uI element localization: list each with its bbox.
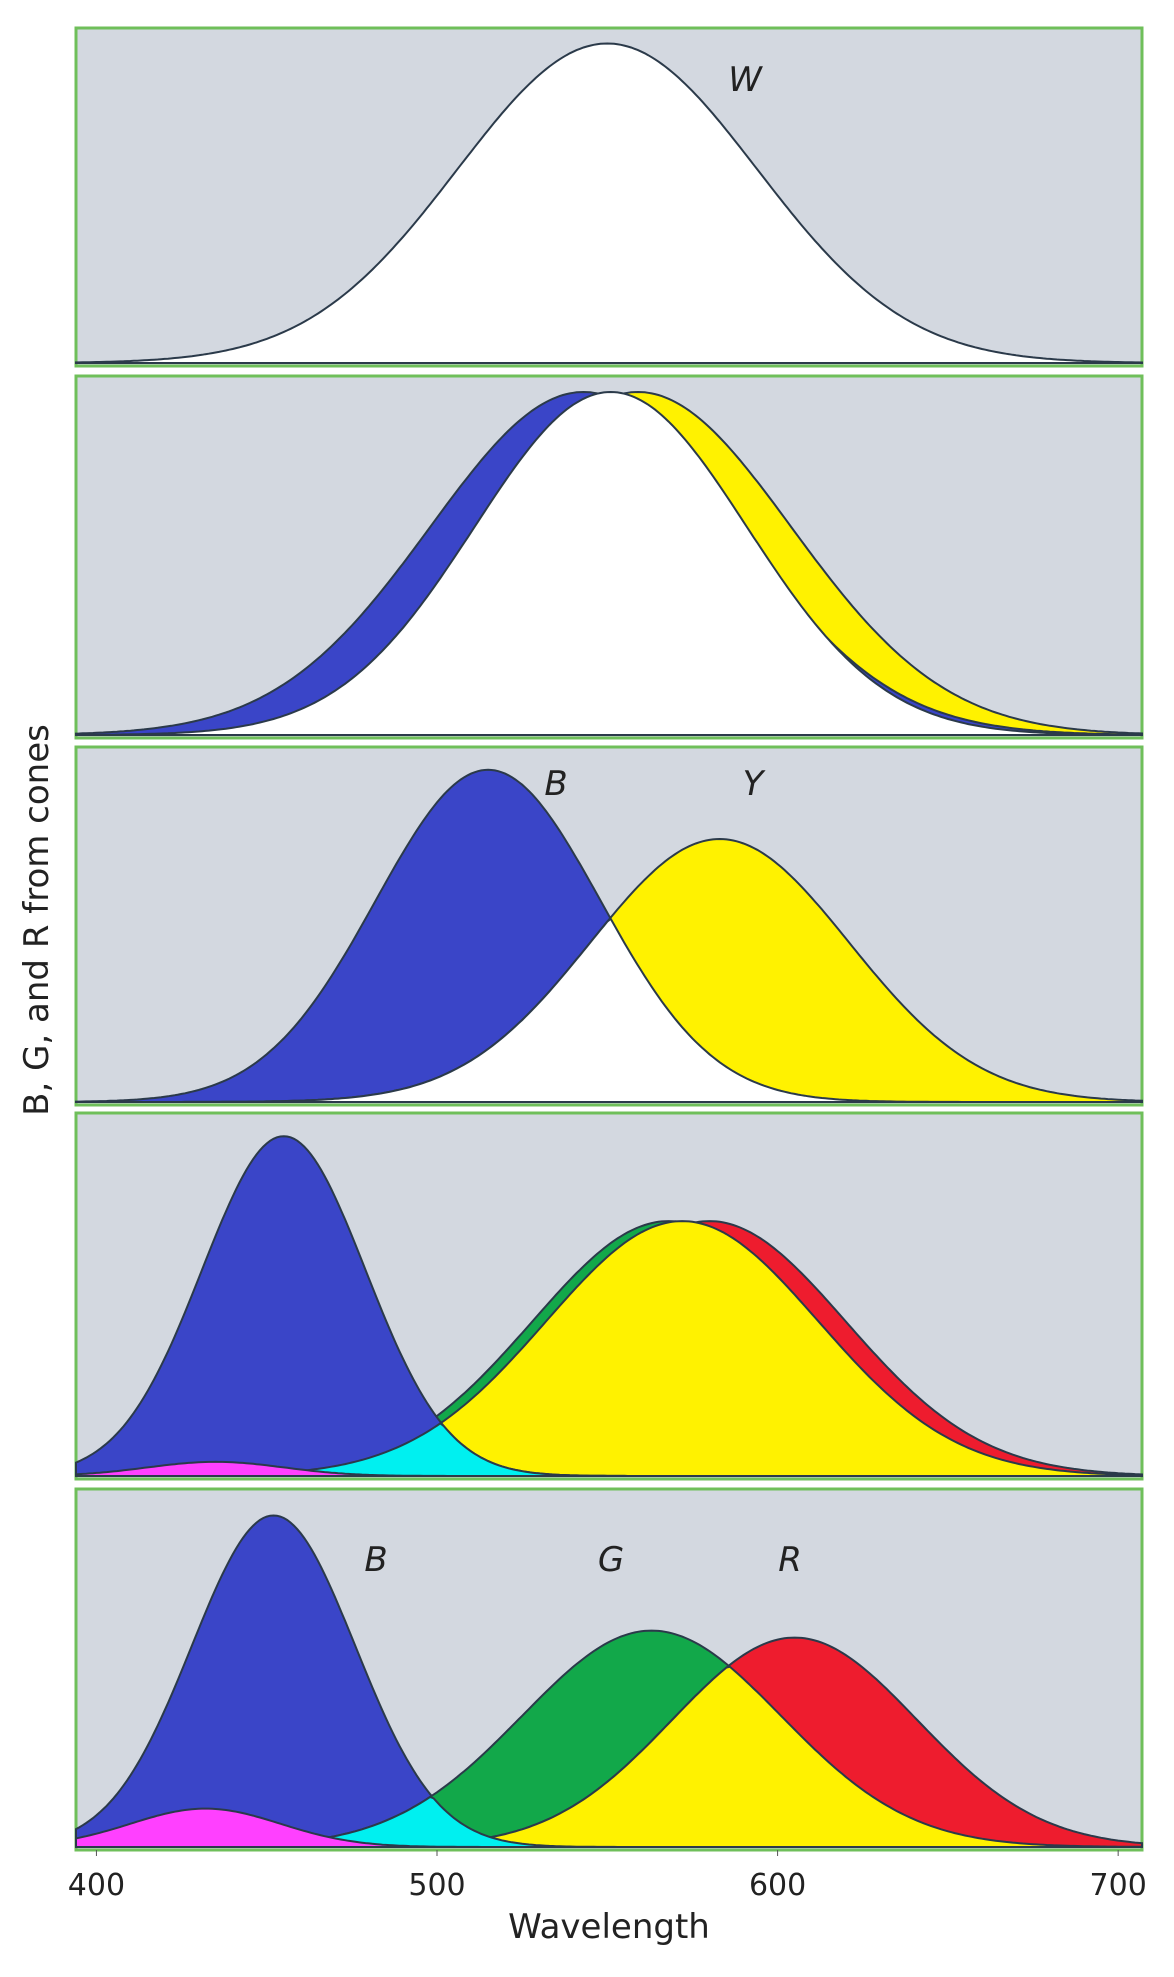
x-tick-label: 500 xyxy=(408,1868,465,1903)
x-tick-label: 700 xyxy=(1090,1868,1147,1903)
curve-area xyxy=(75,390,1143,736)
curve-area xyxy=(76,917,1142,1103)
curve-label: B xyxy=(364,1540,387,1580)
curve-area xyxy=(75,1460,1142,1477)
y-axis-title: B, G, and R from cones xyxy=(17,724,57,1116)
curve-label: Y xyxy=(743,764,766,804)
curve-area xyxy=(75,42,1143,364)
curve-label: R xyxy=(778,1540,802,1580)
x-tick-label: 400 xyxy=(68,1868,125,1903)
curve-area xyxy=(75,1807,1142,1848)
curve-label: G xyxy=(598,1540,624,1580)
curve-label: W xyxy=(728,60,763,100)
x-axis-title: Wavelength xyxy=(508,1907,710,1947)
x-tick-label: 600 xyxy=(749,1868,806,1903)
curve-label: B xyxy=(544,764,567,804)
